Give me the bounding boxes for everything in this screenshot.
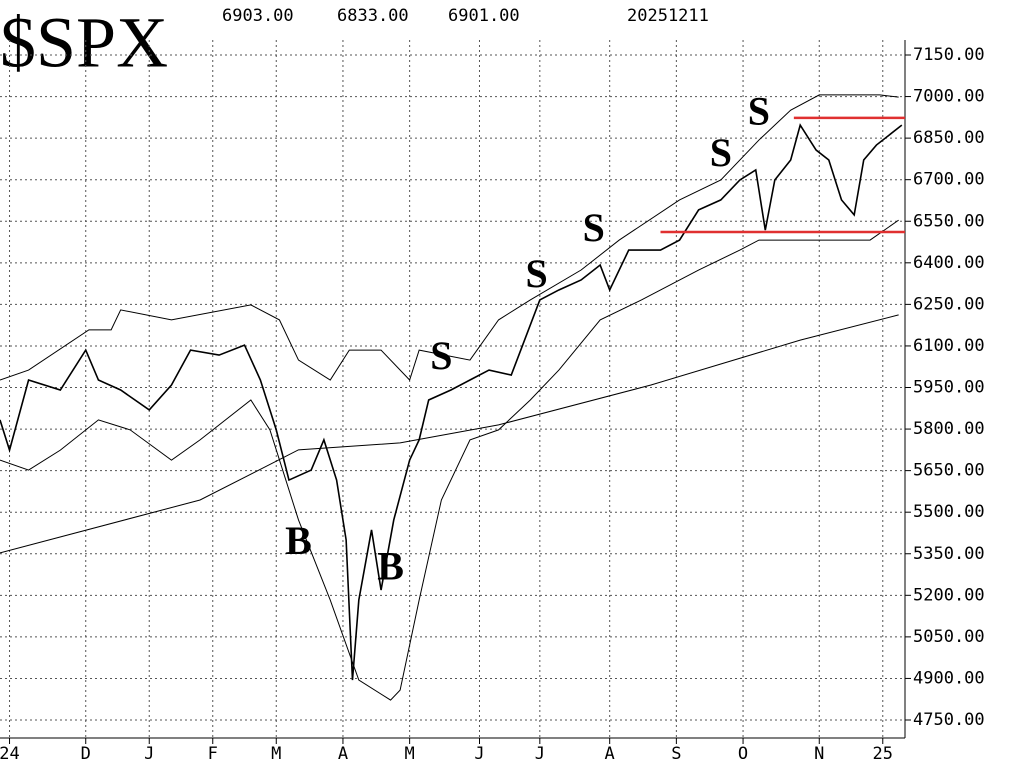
signal-label: S: [710, 130, 732, 175]
header-value: 6903.00: [222, 6, 294, 26]
x-tick-label: N: [814, 744, 824, 764]
y-tick-label: 5650.00: [913, 461, 985, 481]
x-tick-label: J: [144, 744, 154, 764]
header-value: 6901.00: [448, 6, 520, 26]
x-tick-label: F: [208, 744, 218, 764]
x-tick-label: A: [605, 744, 615, 764]
x-tick-label: A: [338, 744, 348, 764]
series-line: [0, 123, 903, 681]
y-tick-label: 6850.00: [913, 128, 985, 148]
y-tick-label: 5050.00: [913, 627, 985, 647]
y-tick-label: 6700.00: [913, 170, 985, 190]
x-tick-label: D: [81, 744, 91, 764]
y-tick-label: 4750.00: [913, 710, 985, 730]
y-tick-label: 5800.00: [913, 419, 985, 439]
x-tick-label: 24: [0, 744, 20, 764]
header-date: 20251211: [627, 6, 709, 26]
y-tick-label: 6550.00: [913, 211, 985, 231]
y-tick-label: 6400.00: [913, 253, 985, 273]
x-tick-label: O: [738, 744, 748, 764]
y-tick-label: 7150.00: [913, 45, 985, 65]
signal-label: S: [748, 88, 770, 133]
signal-label: S: [430, 333, 452, 378]
x-tick-label: J: [535, 744, 545, 764]
y-tick-label: 5200.00: [913, 585, 985, 605]
header-value: 6833.00: [337, 6, 409, 26]
y-tick-label: 7000.00: [913, 87, 985, 107]
x-tick-label: M: [271, 744, 281, 764]
y-tick-label: 5950.00: [913, 378, 985, 398]
x-tick-label: M: [405, 744, 415, 764]
x-tick-label: S: [671, 744, 681, 764]
x-tick-label: 25: [873, 744, 893, 764]
series-line: [0, 219, 899, 701]
x-tick-label: J: [474, 744, 484, 764]
signal-label: S: [583, 205, 605, 250]
signal-label: S: [526, 251, 548, 296]
y-tick-label: 5350.00: [913, 544, 985, 564]
y-tick-label: 6250.00: [913, 294, 985, 314]
y-tick-label: 4900.00: [913, 668, 985, 688]
signal-label: B: [285, 518, 312, 563]
series-line: [0, 314, 899, 554]
series-line: [0, 94, 899, 381]
y-tick-label: 5500.00: [913, 502, 985, 522]
y-tick-label: 6100.00: [913, 336, 985, 356]
signal-label: B: [377, 543, 404, 588]
chart-title: $SPX: [0, 3, 168, 83]
